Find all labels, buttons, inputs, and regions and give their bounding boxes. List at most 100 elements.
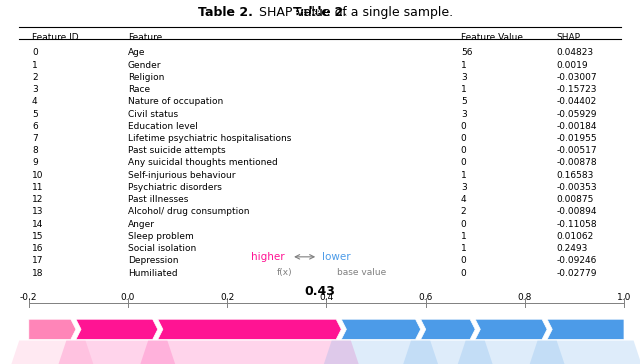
Text: 12: 12 xyxy=(32,195,44,204)
Polygon shape xyxy=(157,319,341,339)
Text: 3: 3 xyxy=(32,85,38,94)
Text: 10: 10 xyxy=(32,171,44,180)
Text: 0.0019: 0.0019 xyxy=(557,61,588,70)
Text: 0.8: 0.8 xyxy=(518,293,532,302)
Text: Past illnesses: Past illnesses xyxy=(128,195,188,204)
Polygon shape xyxy=(322,341,440,364)
Text: 2: 2 xyxy=(461,207,467,217)
Text: 6: 6 xyxy=(32,122,38,131)
Text: 0.43: 0.43 xyxy=(305,285,335,298)
Text: 8: 8 xyxy=(32,146,38,155)
Text: 11: 11 xyxy=(32,183,44,192)
Text: Humiliated: Humiliated xyxy=(128,269,178,278)
Text: higher: higher xyxy=(251,252,285,262)
Text: 4: 4 xyxy=(461,195,467,204)
Text: 0.4: 0.4 xyxy=(319,293,333,302)
Polygon shape xyxy=(76,319,157,339)
Text: 3: 3 xyxy=(461,73,467,82)
Text: 17: 17 xyxy=(32,256,44,265)
Text: 4: 4 xyxy=(32,97,38,106)
Text: 0.2493: 0.2493 xyxy=(557,244,588,253)
Text: 0.6: 0.6 xyxy=(419,293,433,302)
Polygon shape xyxy=(57,341,177,364)
Text: -0.11058: -0.11058 xyxy=(557,219,597,229)
Text: -0.03007: -0.03007 xyxy=(557,73,597,82)
Polygon shape xyxy=(341,319,420,339)
Text: 0.2: 0.2 xyxy=(220,293,234,302)
Text: Anger: Anger xyxy=(128,219,155,229)
Text: Lifetime psychiatric hospitalisations: Lifetime psychiatric hospitalisations xyxy=(128,134,291,143)
Text: Feature ID: Feature ID xyxy=(32,33,79,42)
Text: -0.00184: -0.00184 xyxy=(557,122,597,131)
Text: 1: 1 xyxy=(461,171,467,180)
Text: Any suicidal thoughts mentioned: Any suicidal thoughts mentioned xyxy=(128,158,278,167)
Text: 0.0: 0.0 xyxy=(121,293,135,302)
Text: 1: 1 xyxy=(461,85,467,94)
Polygon shape xyxy=(10,341,95,364)
Text: Feature Value: Feature Value xyxy=(461,33,523,42)
Text: 0.04823: 0.04823 xyxy=(557,48,594,58)
Polygon shape xyxy=(139,341,360,364)
Text: Religion: Religion xyxy=(128,73,164,82)
Text: -0.00894: -0.00894 xyxy=(557,207,597,217)
Text: 0: 0 xyxy=(32,48,38,58)
Text: -0.00878: -0.00878 xyxy=(557,158,597,167)
Text: Table 2.: Table 2. xyxy=(292,6,348,19)
Text: 0: 0 xyxy=(461,146,467,155)
Text: -0.2: -0.2 xyxy=(20,293,38,302)
Text: 18: 18 xyxy=(32,269,44,278)
Text: Education level: Education level xyxy=(128,122,198,131)
Text: -0.02779: -0.02779 xyxy=(557,269,597,278)
Text: Table 2.: Table 2. xyxy=(198,6,253,19)
Text: 0: 0 xyxy=(461,256,467,265)
Text: 3: 3 xyxy=(461,183,467,192)
Polygon shape xyxy=(528,341,640,364)
Text: -0.04402: -0.04402 xyxy=(557,97,597,106)
Text: Race: Race xyxy=(128,85,150,94)
Text: 5: 5 xyxy=(461,97,467,106)
Polygon shape xyxy=(401,341,495,364)
Text: -0.01955: -0.01955 xyxy=(557,134,597,143)
Polygon shape xyxy=(420,319,476,339)
Text: -0.09246: -0.09246 xyxy=(557,256,597,265)
Text: Psychiatric disorders: Psychiatric disorders xyxy=(128,183,222,192)
Text: 0: 0 xyxy=(461,219,467,229)
Text: Self-injurious behaviour: Self-injurious behaviour xyxy=(128,171,236,180)
Text: 9: 9 xyxy=(32,158,38,167)
Text: 1.0: 1.0 xyxy=(617,293,631,302)
Polygon shape xyxy=(547,319,624,339)
Text: 0: 0 xyxy=(461,158,467,167)
Polygon shape xyxy=(476,319,547,339)
Text: 1: 1 xyxy=(461,232,467,241)
Text: f(x): f(x) xyxy=(277,268,292,277)
Text: 7: 7 xyxy=(32,134,38,143)
Polygon shape xyxy=(29,319,76,339)
Text: 1: 1 xyxy=(32,61,38,70)
Text: 14: 14 xyxy=(32,219,44,229)
Text: Civil status: Civil status xyxy=(128,110,178,119)
Text: Depression: Depression xyxy=(128,256,179,265)
Text: -0.00353: -0.00353 xyxy=(557,183,597,192)
Text: SHAP value of a single sample.: SHAP value of a single sample. xyxy=(255,6,453,19)
Text: Gender: Gender xyxy=(128,61,161,70)
Text: Past suicide attempts: Past suicide attempts xyxy=(128,146,226,155)
Text: 56: 56 xyxy=(461,48,472,58)
Text: Age: Age xyxy=(128,48,145,58)
Text: 16: 16 xyxy=(32,244,44,253)
Text: Table 2. SHAP value of a single sample.: Table 2. SHAP value of a single sample. xyxy=(196,6,444,19)
Text: 1: 1 xyxy=(461,61,467,70)
Text: Feature: Feature xyxy=(128,33,163,42)
Text: Social isolation: Social isolation xyxy=(128,244,196,253)
Text: 0: 0 xyxy=(461,122,467,131)
Text: 0: 0 xyxy=(461,269,467,278)
Text: 5: 5 xyxy=(32,110,38,119)
Text: 0.01062: 0.01062 xyxy=(557,232,594,241)
Polygon shape xyxy=(456,341,566,364)
Text: -0.05929: -0.05929 xyxy=(557,110,597,119)
Text: 0.16583: 0.16583 xyxy=(557,171,594,180)
Text: lower: lower xyxy=(322,252,351,262)
Text: -0.00517: -0.00517 xyxy=(557,146,597,155)
Text: -0.15723: -0.15723 xyxy=(557,85,597,94)
Text: 15: 15 xyxy=(32,232,44,241)
Text: 2: 2 xyxy=(32,73,38,82)
